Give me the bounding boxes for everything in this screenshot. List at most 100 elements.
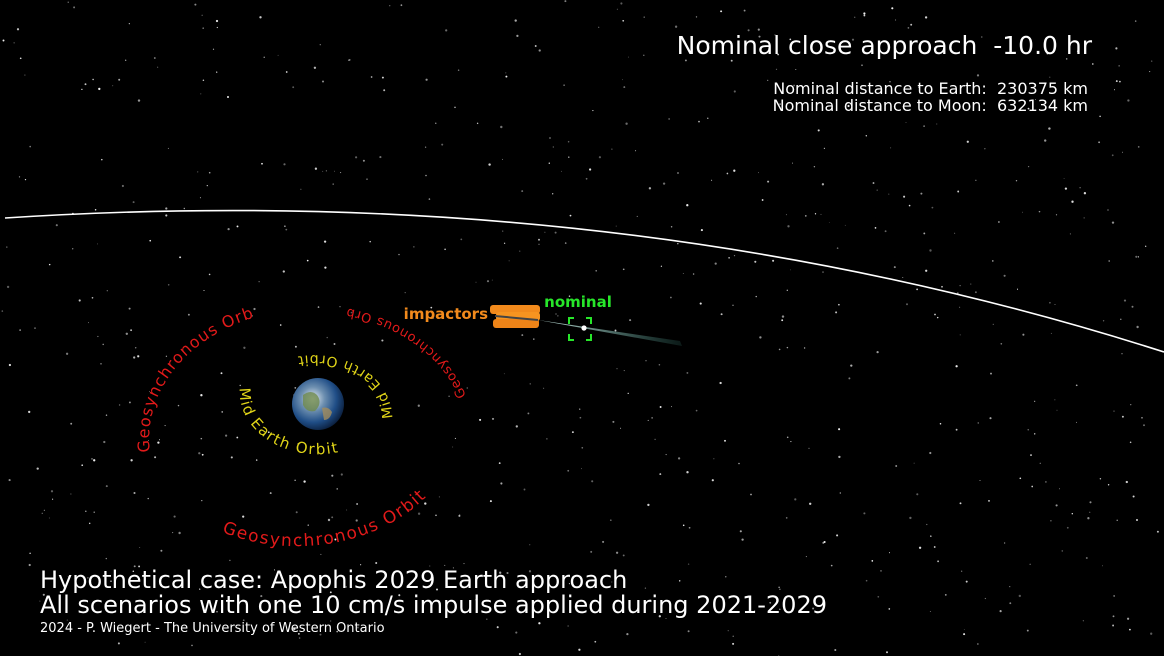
star: [476, 282, 477, 283]
star: [677, 243, 679, 245]
star: [1107, 209, 1108, 210]
star: [1054, 399, 1055, 400]
star: [243, 347, 245, 349]
star: [977, 643, 978, 644]
star: [837, 247, 839, 249]
star: [191, 645, 193, 647]
star: [1136, 519, 1138, 521]
star: [6, 246, 7, 247]
star: [1119, 81, 1121, 83]
star: [1049, 302, 1051, 304]
star: [993, 324, 994, 325]
star: [698, 121, 700, 123]
star: [679, 580, 680, 581]
star: [822, 183, 824, 185]
star: [838, 428, 840, 430]
star: [929, 249, 931, 251]
star: [322, 171, 323, 172]
star: [418, 405, 420, 407]
star: [671, 406, 672, 407]
star: [877, 596, 879, 598]
star: [668, 118, 669, 119]
scene: Geosynchronous Orbit Geosynchronous Orbi…: [0, 0, 1164, 656]
star: [1136, 326, 1138, 328]
star: [1145, 246, 1146, 247]
star: [637, 216, 638, 217]
star: [1114, 89, 1115, 90]
star: [145, 642, 146, 643]
star: [332, 183, 333, 184]
star: [712, 479, 714, 481]
star: [341, 473, 343, 475]
star: [581, 447, 583, 449]
star: [623, 86, 625, 88]
star: [1130, 404, 1131, 405]
star: [328, 519, 330, 521]
star: [835, 311, 837, 313]
star: [160, 550, 162, 552]
star: [731, 60, 733, 62]
star: [300, 189, 301, 190]
star: [561, 171, 562, 172]
star: [666, 454, 667, 455]
star: [929, 452, 931, 454]
star: [877, 189, 878, 190]
star: [688, 563, 689, 564]
star: [767, 181, 769, 183]
star: [916, 493, 918, 495]
star: [502, 159, 503, 160]
star: [530, 383, 531, 384]
star: [648, 420, 649, 421]
star: [1150, 633, 1152, 635]
star: [937, 560, 939, 562]
star: [92, 297, 94, 299]
star: [122, 185, 124, 187]
star: [778, 587, 779, 588]
star: [198, 452, 200, 454]
star: [1039, 211, 1041, 213]
star: [460, 238, 462, 240]
star: [299, 637, 301, 639]
star: [88, 322, 89, 323]
star: [519, 251, 520, 252]
star: [1071, 201, 1073, 203]
star: [626, 633, 628, 635]
star: [70, 423, 72, 425]
star: [1113, 615, 1115, 617]
star: [516, 425, 518, 427]
star: [138, 356, 139, 357]
star: [201, 438, 203, 440]
star: [106, 558, 107, 559]
star: [435, 123, 436, 124]
star: [1127, 99, 1129, 101]
star: [157, 441, 159, 443]
star: [318, 306, 320, 308]
star: [794, 498, 796, 500]
page: {"header": {"title": "Nominal close appr…: [0, 0, 1164, 656]
star: [28, 411, 30, 413]
star: [334, 343, 336, 345]
star: [728, 630, 729, 631]
star: [1017, 289, 1018, 290]
star: [458, 69, 459, 70]
star: [776, 69, 777, 70]
star: [568, 625, 569, 626]
star: [44, 510, 45, 511]
star: [521, 334, 523, 336]
star: [565, 242, 567, 244]
star: [824, 148, 825, 149]
star: [854, 17, 855, 18]
star: [7, 286, 9, 288]
star: [125, 60, 126, 61]
star: [932, 207, 934, 209]
star: [515, 632, 517, 634]
star: [95, 209, 97, 211]
star: [934, 546, 936, 548]
star: [202, 27, 204, 29]
star: [689, 527, 691, 529]
star: [14, 42, 15, 43]
star: [616, 552, 618, 554]
star: [677, 172, 679, 174]
star: [1059, 488, 1060, 489]
star: [174, 516, 176, 518]
